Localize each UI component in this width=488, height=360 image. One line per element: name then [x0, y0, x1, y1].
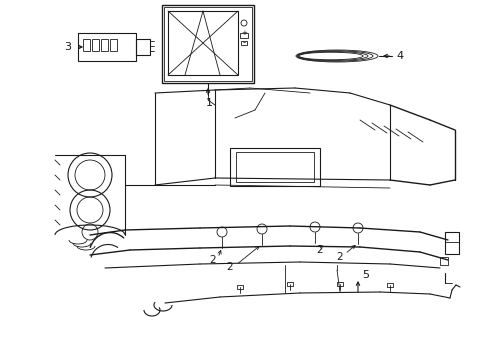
Bar	[163, 7, 251, 81]
Bar	[237, 285, 243, 289]
Bar	[229, 148, 319, 186]
Text: -: -	[242, 39, 245, 48]
Text: 2: 2	[336, 252, 343, 262]
Bar	[101, 39, 108, 51]
Bar	[240, 33, 247, 38]
Text: 1: 1	[205, 98, 212, 108]
Bar	[439, 257, 447, 265]
Bar	[386, 283, 392, 287]
Text: 2: 2	[226, 262, 233, 272]
Bar	[286, 282, 292, 286]
Bar	[110, 39, 117, 51]
Text: 4: 4	[396, 51, 403, 61]
Bar	[336, 282, 342, 286]
Text: 2: 2	[316, 245, 323, 255]
Text: +: +	[241, 30, 246, 36]
Bar	[92, 39, 99, 51]
Text: 3: 3	[64, 42, 71, 52]
Bar	[168, 11, 238, 75]
Bar	[83, 39, 90, 51]
Bar	[236, 152, 313, 182]
Text: 5: 5	[361, 270, 368, 280]
Bar	[78, 33, 136, 61]
Bar	[162, 5, 253, 83]
Bar	[241, 41, 246, 45]
Text: 2: 2	[209, 255, 216, 265]
Bar	[136, 39, 150, 55]
Bar	[444, 232, 458, 254]
